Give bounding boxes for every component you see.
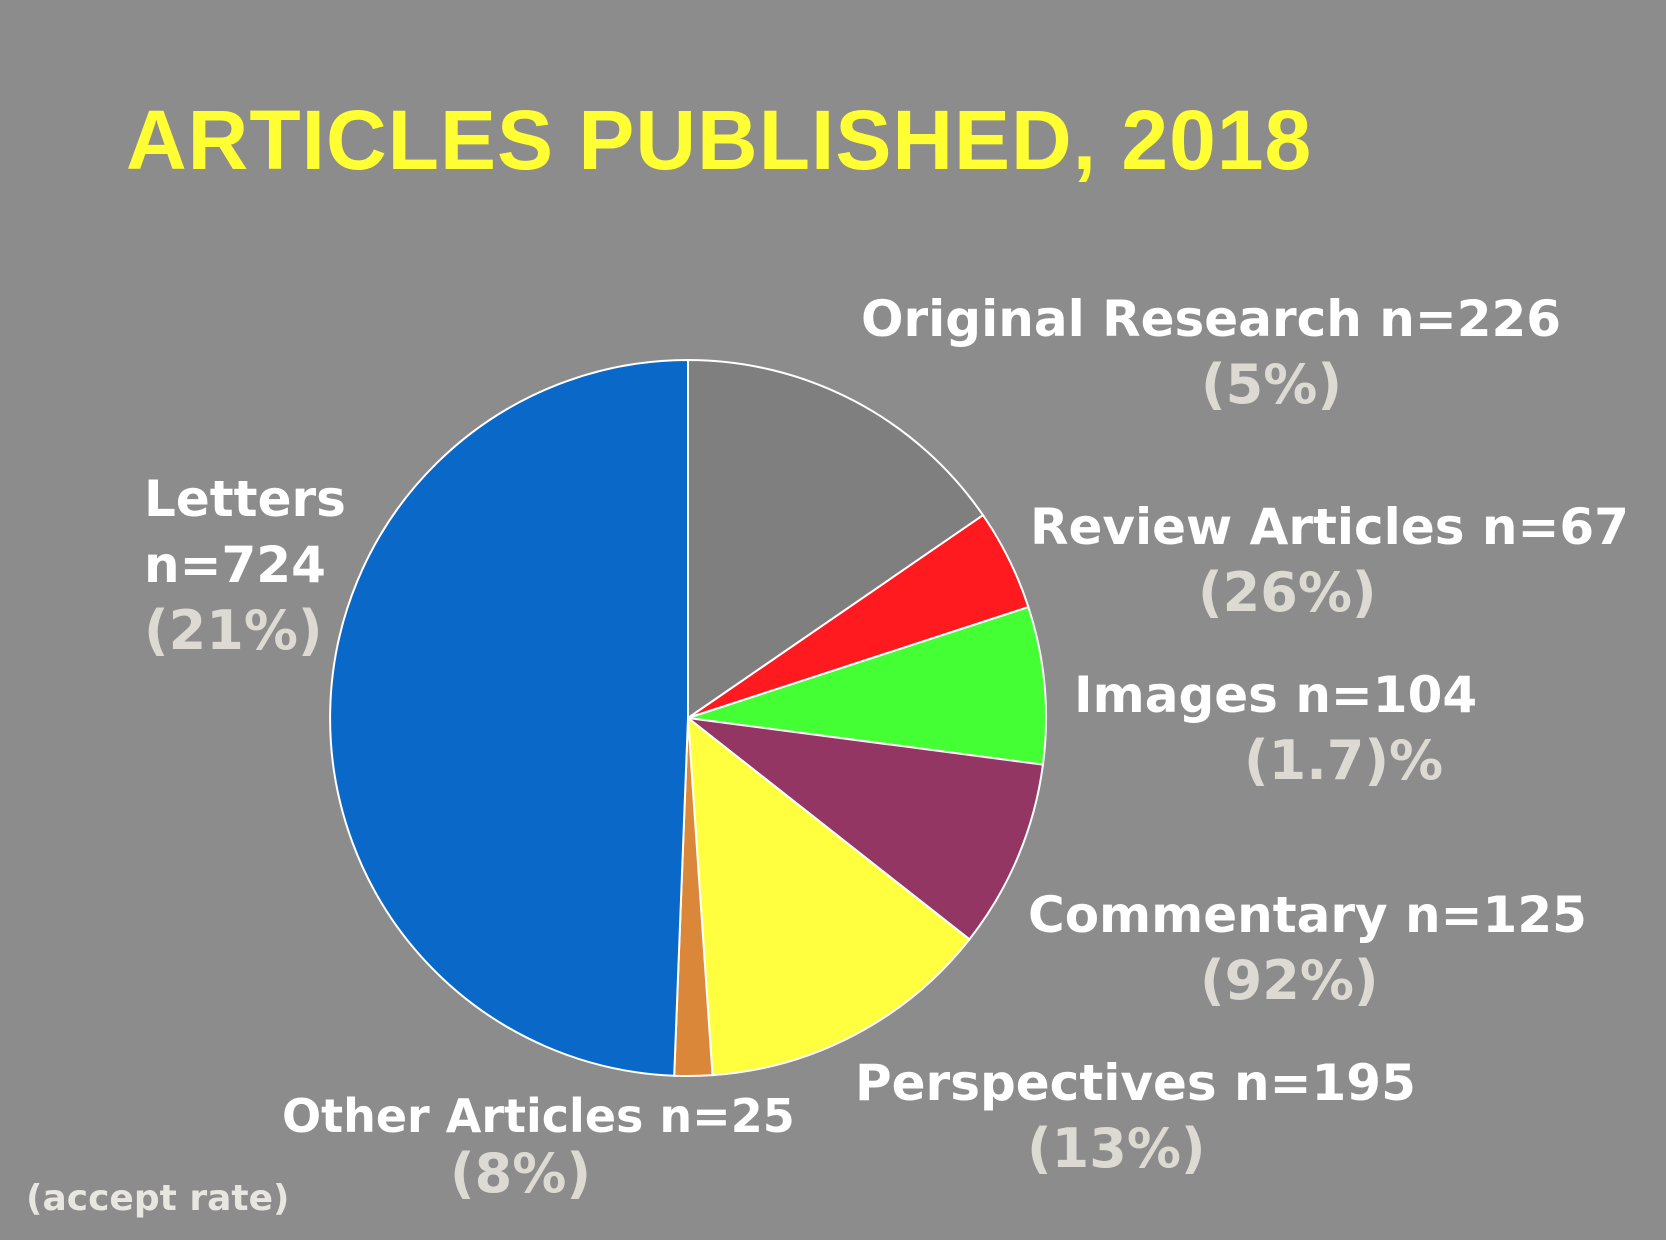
footnote-accept-rate: (accept rate) (26, 1178, 290, 1219)
label-other-articles: Other Articles n=25 (8%) (282, 1088, 795, 1204)
slice-rate: (8%) (450, 1142, 592, 1205)
slice-rate: (13%) (1027, 1117, 1206, 1180)
pie-slice-original-research (687, 358, 985, 720)
label-review-articles: Review Articles n=67 (26%) (1030, 494, 1629, 626)
slice-rate: (92%) (1200, 949, 1379, 1012)
label-letters: Letters n=724 (21%) (144, 466, 346, 664)
pie-slice-perspectives (686, 715, 971, 1077)
pie-slice-images (687, 605, 1047, 766)
pie-slice-commentary (684, 716, 1045, 941)
label-commentary: Commentary n=125 (92%) (1028, 882, 1587, 1014)
pie-slice-letters (329, 358, 689, 1077)
slice-label: Other Articles n=25 (282, 1089, 795, 1143)
slice-rate: (5%) (1201, 353, 1343, 416)
chart-title: ARTICLES PUBLISHED, 2018 (126, 93, 1313, 187)
slice-label: Commentary n=125 (1028, 886, 1587, 944)
slice-rate: (1.7)% (1244, 729, 1444, 792)
slice-rate: (26%) (1198, 561, 1377, 624)
slice-label: Letters n=724 (144, 470, 346, 594)
label-original-research: Original Research n=226 (5%) (861, 286, 1561, 418)
slice-label: Perspectives n=195 (855, 1054, 1416, 1112)
slice-label: Images n=104 (1074, 666, 1478, 724)
label-perspectives: Perspectives n=195 (13%) (855, 1050, 1416, 1182)
slice-label: Original Research n=226 (861, 290, 1562, 348)
label-images: Images n=104 (1.7)% (1074, 662, 1477, 794)
slice-label: Review Articles n=67 (1030, 498, 1629, 556)
slice-rate: (21%) (144, 599, 323, 662)
